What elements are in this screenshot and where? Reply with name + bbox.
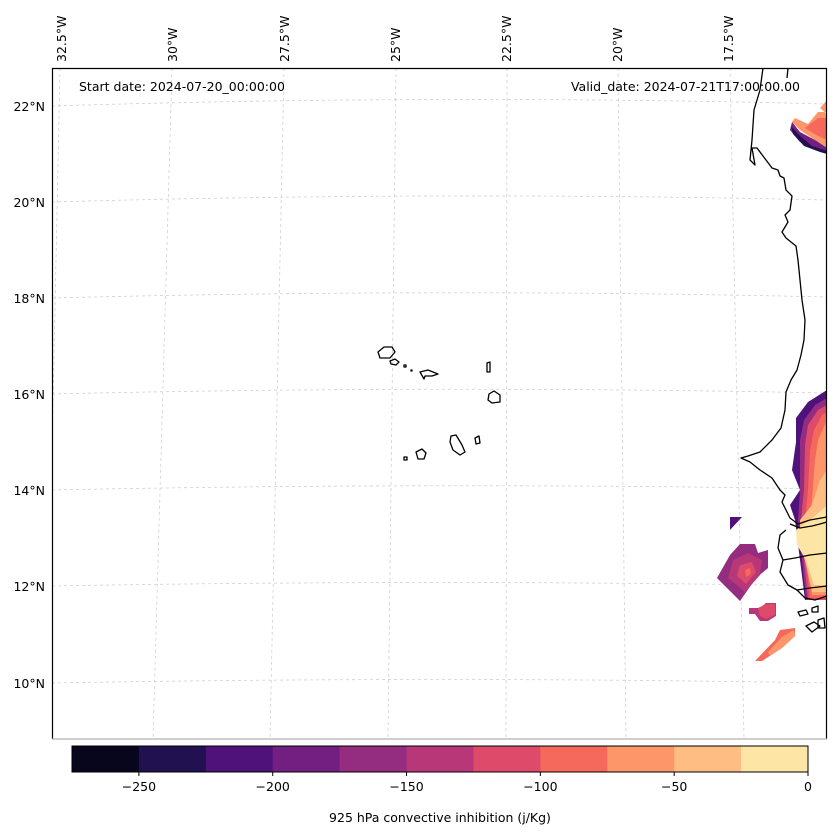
contour-offshore-streak <box>755 628 795 661</box>
gridline-lon-25 <box>387 68 397 739</box>
gridline-lat-18 <box>52 292 827 299</box>
colorbar-tick-label: −200 <box>256 779 290 794</box>
contour-fill <box>758 604 775 619</box>
island-brava <box>403 456 408 461</box>
gridline-lon-27.5 <box>269 68 285 739</box>
island-boa-vista <box>487 390 501 404</box>
gridline-lat-20 <box>52 195 827 203</box>
contour-fill <box>791 126 827 154</box>
contour-north-patch <box>790 100 827 154</box>
island-sal <box>486 361 491 373</box>
gridline-lon-17.5 <box>729 68 745 739</box>
contour-fill <box>796 505 827 585</box>
start-date-annotation: Start date: 2024-07-20_00:00:00 <box>79 79 285 94</box>
colorbar-swatch <box>607 746 675 772</box>
gridline-lat-22 <box>52 99 827 107</box>
island-fogo <box>415 448 427 460</box>
gridline-lat-12 <box>52 582 827 587</box>
canary-coast-top <box>786 68 789 79</box>
gridline-lon-20 <box>617 68 627 739</box>
colorbar-swatch <box>205 746 274 772</box>
lat-label-12N: 12°N <box>13 579 45 594</box>
colorbar-tick-label: 0 <box>804 779 812 794</box>
colorbar-swatch <box>138 746 207 772</box>
colorbar-swatch <box>473 746 541 772</box>
west-africa-coastline <box>740 68 827 525</box>
colorbar-tick-label: −50 <box>661 779 687 794</box>
lon-label-25W: 25°W <box>388 27 403 62</box>
coastlines <box>740 68 827 633</box>
lon-label-20W: 20°W <box>610 27 625 62</box>
colorbar-tick-label: −100 <box>523 779 557 794</box>
gridline-lon-30 <box>152 68 173 739</box>
gridline-lon-22.5 <box>505 68 508 739</box>
gridline-lat-16 <box>52 388 827 395</box>
colorbar: −250 −200 −150 −100 −50 0 <box>71 745 812 794</box>
lon-label-30W: 30°W <box>165 27 180 62</box>
colorbar-tick-label: −250 <box>122 779 156 794</box>
island-sao-nicolau <box>419 369 439 380</box>
island-santa-luzia <box>403 364 407 368</box>
guinea-bissau-coast <box>779 559 827 591</box>
contour-fill <box>768 630 795 656</box>
colorbar-swatch <box>339 746 408 772</box>
island-branco <box>410 369 413 372</box>
colorbar-swatch <box>406 746 474 772</box>
contour-fill <box>805 118 827 140</box>
lat-label-20N: 20°N <box>13 195 45 210</box>
guinea-bissau-south <box>796 589 827 601</box>
map-area <box>52 68 827 739</box>
gridline-lat-10 <box>52 679 827 684</box>
contour-fill <box>745 568 751 577</box>
lat-label-22N: 22°N <box>13 99 45 114</box>
contour-fill <box>730 517 742 530</box>
lon-tick-labels: 32.5°W 30°W 27.5°W 25°W 22.5°W 20°W 17.5… <box>54 16 736 62</box>
lon-label-27.5W: 27.5°W <box>277 16 292 62</box>
graticule-lon <box>52 68 745 739</box>
colorbar-swatch <box>540 746 608 772</box>
lat-tick-labels: 22°N 20°N 18°N 16°N 14°N 12°N 10°N <box>13 99 45 691</box>
gambia-border-north <box>789 521 827 529</box>
colorbar-swatch <box>72 746 140 772</box>
cin-contours <box>717 100 827 661</box>
colorbar-label: 925 hPa convective inhibition (j/Kg) <box>329 810 551 825</box>
colorbar-frame <box>71 745 809 773</box>
contour-offshore-south <box>749 603 776 621</box>
island-santo-antao <box>377 346 396 359</box>
lon-label-22.5W: 22.5°W <box>499 16 514 62</box>
contour-senegal-band <box>790 390 827 600</box>
colorbar-swatch <box>272 746 341 772</box>
colorbar-swatch <box>741 746 809 772</box>
graticule-lat <box>52 99 827 684</box>
island-sao-vicente <box>389 358 400 366</box>
lat-label-10N: 10°N <box>13 676 45 691</box>
island-maio <box>474 435 481 445</box>
lat-label-18N: 18°N <box>13 291 45 306</box>
island-santiago <box>449 434 466 456</box>
lat-label-14N: 14°N <box>13 483 45 498</box>
contour-offshore-large <box>717 544 768 601</box>
contour-fill <box>790 122 827 154</box>
lat-label-16N: 16°N <box>13 387 45 402</box>
cape-verde-islands <box>377 346 501 461</box>
lon-label-17.5W: 17.5°W <box>721 16 736 62</box>
bijagos-islands <box>797 605 826 633</box>
gridline-lat-14 <box>52 485 827 491</box>
valid-date-annotation: Valid_date: 2024-07-21T17:00:00.00 <box>571 79 800 94</box>
lon-label-32.5W: 32.5°W <box>54 16 69 62</box>
colorbar-swatch <box>674 746 742 772</box>
contour-offshore-north-small <box>730 517 742 530</box>
colorbar-tick-label: −150 <box>389 779 423 794</box>
